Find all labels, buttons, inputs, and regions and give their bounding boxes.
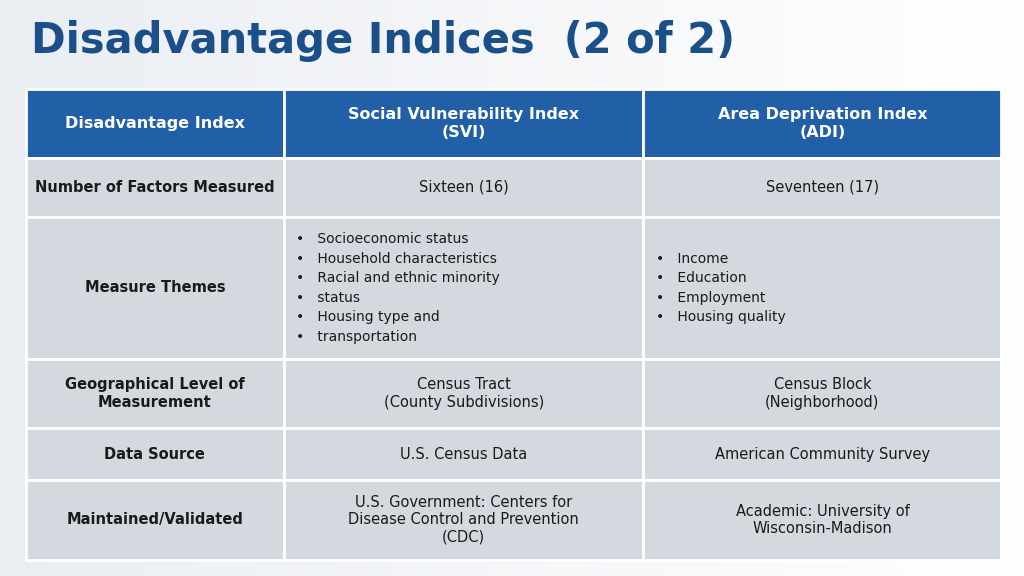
Bar xyxy=(643,480,1001,560)
Text: Disadvantage Index: Disadvantage Index xyxy=(65,116,245,131)
Bar xyxy=(26,480,285,560)
Text: Seventeen (17): Seventeen (17) xyxy=(766,180,879,195)
Bar xyxy=(285,429,643,480)
Text: •   Socioeconomic status
•   Household characteristics
•   Racial and ethnic min: • Socioeconomic status • Household chara… xyxy=(297,232,501,343)
Bar xyxy=(26,359,285,429)
Bar xyxy=(26,89,285,157)
Text: Academic: University of
Wisconsin-Madison: Academic: University of Wisconsin-Madiso… xyxy=(735,503,909,536)
Bar xyxy=(643,359,1001,429)
Bar xyxy=(643,157,1001,217)
Bar xyxy=(285,480,643,560)
Text: U.S. Census Data: U.S. Census Data xyxy=(400,446,527,461)
Text: Census Block
(Neighborhood): Census Block (Neighborhood) xyxy=(765,377,880,410)
Text: American Community Survey: American Community Survey xyxy=(715,446,930,461)
Bar xyxy=(643,89,1001,157)
Bar xyxy=(285,89,643,157)
Text: Sixteen (16): Sixteen (16) xyxy=(419,180,509,195)
Text: •   Income
•   Education
•   Employment
•   Housing quality: • Income • Education • Employment • Hous… xyxy=(655,252,785,324)
Text: Number of Factors Measured: Number of Factors Measured xyxy=(35,180,274,195)
Text: Census Tract
(County Subdivisions): Census Tract (County Subdivisions) xyxy=(384,377,544,410)
Text: Data Source: Data Source xyxy=(104,446,206,461)
Bar xyxy=(26,157,285,217)
Bar xyxy=(643,217,1001,359)
Bar xyxy=(26,429,285,480)
Bar xyxy=(285,157,643,217)
Bar xyxy=(26,217,285,359)
Text: Geographical Level of
Measurement: Geographical Level of Measurement xyxy=(66,377,245,410)
Text: Disadvantage Indices  (2 of 2): Disadvantage Indices (2 of 2) xyxy=(31,20,735,62)
Bar xyxy=(643,429,1001,480)
Bar xyxy=(285,359,643,429)
Text: Measure Themes: Measure Themes xyxy=(85,281,225,295)
Text: Area Deprivation Index
(ADI): Area Deprivation Index (ADI) xyxy=(718,107,927,139)
Text: Social Vulnerability Index
(SVI): Social Vulnerability Index (SVI) xyxy=(348,107,580,139)
Text: U.S. Government: Centers for
Disease Control and Prevention
(CDC): U.S. Government: Centers for Disease Con… xyxy=(348,495,580,545)
Text: Maintained/Validated: Maintained/Validated xyxy=(67,513,244,528)
Bar xyxy=(285,217,643,359)
